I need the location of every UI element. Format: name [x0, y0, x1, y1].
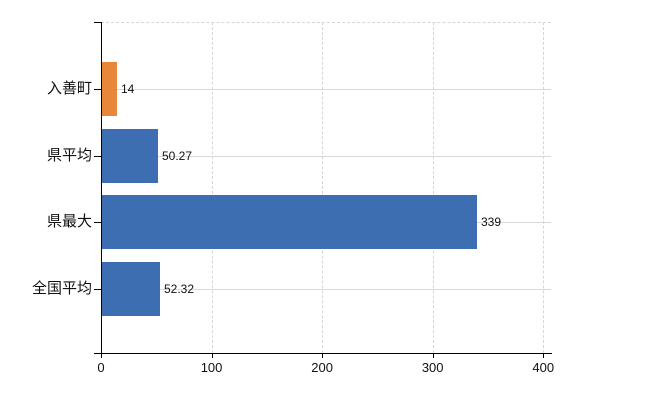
grid-line-horizontal — [101, 288, 551, 290]
bar-value-label: 52.32 — [164, 281, 195, 296]
x-tick-label: 200 — [311, 360, 333, 375]
grid-line-vertical — [322, 22, 324, 353]
x-tick — [322, 353, 324, 358]
y-axis-top-tick — [94, 22, 101, 23]
y-tick — [94, 288, 101, 290]
bar-value-label: 50.27 — [162, 148, 193, 163]
grid-line-horizontal — [101, 89, 551, 90]
plot-top-border — [101, 22, 551, 23]
y-tick — [94, 89, 101, 90]
grid-line-horizontal — [101, 155, 551, 157]
x-tick-label: 400 — [532, 360, 555, 375]
bar — [102, 261, 160, 316]
x-tick-label: 300 — [421, 360, 444, 375]
category-label: 県最大 — [46, 213, 92, 230]
x-tick-label: 0 — [97, 360, 105, 375]
y-axis — [101, 22, 102, 358]
category-label: 入善町 — [46, 80, 92, 97]
x-tick — [101, 353, 102, 358]
y-tick — [94, 222, 101, 223]
category-label: 全国平均 — [31, 279, 92, 297]
bar-value-label: 339 — [481, 215, 502, 229]
x-tick — [543, 353, 545, 358]
x-tick — [432, 353, 434, 358]
y-tick — [94, 155, 101, 157]
x-tick — [211, 353, 213, 358]
bar — [102, 195, 477, 249]
bar — [102, 62, 117, 116]
x-tick-label: 100 — [200, 360, 223, 375]
grid-line-vertical — [543, 22, 545, 353]
bar-value-label: 14 — [121, 82, 135, 96]
grid-line-vertical — [211, 22, 213, 353]
bar — [102, 128, 158, 183]
grid-line-vertical — [432, 22, 434, 353]
category-label: 県平均 — [46, 146, 92, 164]
